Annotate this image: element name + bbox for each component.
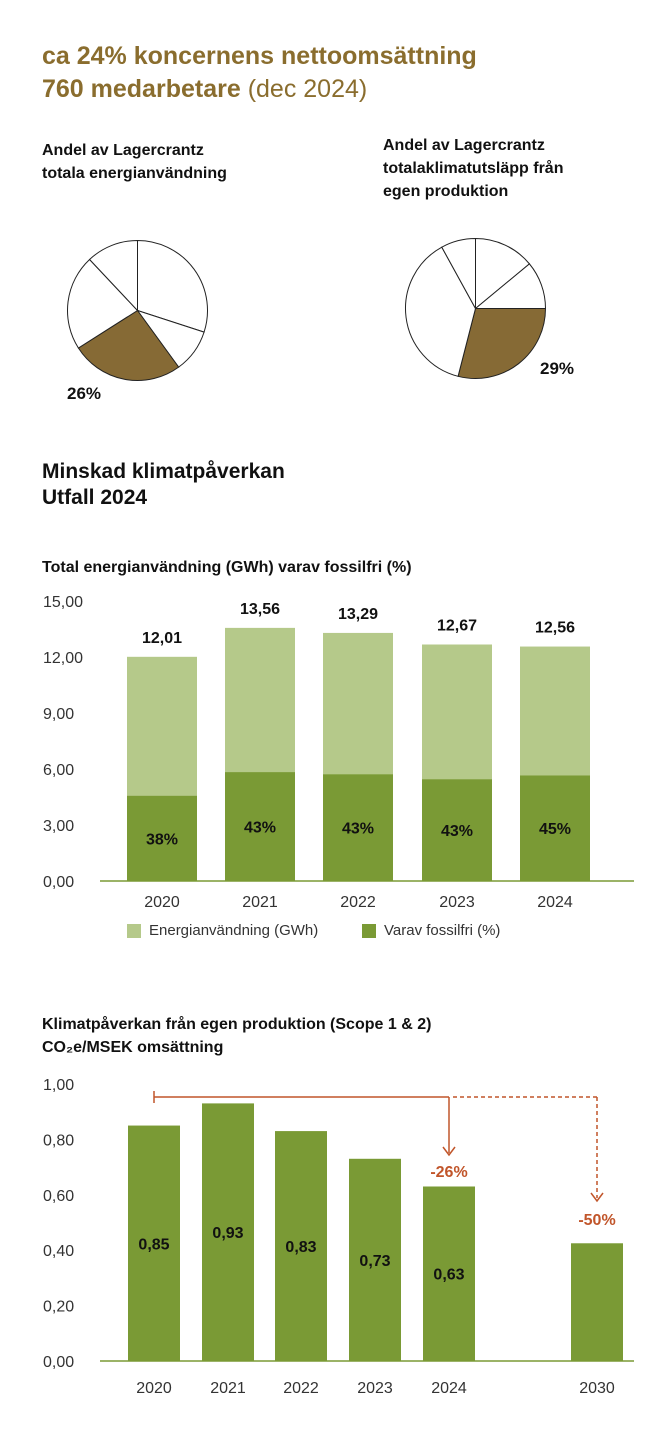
- pie-emissions-percent: 29%: [540, 359, 575, 378]
- x-tick-label: 2020: [144, 894, 180, 911]
- y-tick-label: 15,00: [43, 594, 83, 611]
- legend-fossil-free: Varav fossilfri (%): [362, 922, 500, 939]
- legend-energy: Energianvändning (GWh): [127, 922, 318, 939]
- bar-fossil-free: [225, 772, 295, 881]
- arrow-head-2024: [442, 1146, 456, 1157]
- pie-emissions-slice-3: [405, 246, 477, 377]
- pie-energy-slice-2: [77, 309, 180, 381]
- bar-total-label: 13,56: [240, 601, 280, 618]
- legend-swatch-dark: [362, 923, 376, 938]
- pie-emissions-title-line1: Andel av Lagercrantz: [383, 137, 545, 154]
- bar-fossil-free: [422, 779, 492, 881]
- x-tick-label: 2024: [431, 1380, 467, 1397]
- y-tick-label: 1,00: [43, 1077, 74, 1094]
- employees-count: 760 medarbetare: [42, 75, 241, 103]
- x-tick-label: 2021: [210, 1380, 246, 1397]
- section-title-line1: Minskad klimatpåverkan: [42, 460, 285, 483]
- pie-emissions-title-line3: egen produktion: [383, 183, 509, 200]
- bar-emissions: [128, 1125, 180, 1361]
- pie-energy-title-line2: totala energianvändning: [42, 165, 227, 182]
- employees-date: (dec 2024): [247, 75, 368, 103]
- pie-energy-title: Andel av Lagercrantz totala energianvänd…: [42, 139, 227, 185]
- pie-energy-slice-3: [67, 258, 139, 349]
- bar-percent-label: 43%: [244, 820, 276, 837]
- pie-energy-slice-0: [137, 239, 208, 333]
- section-title: Minskad klimatpåverkan Utfall 2024: [42, 459, 285, 511]
- pie-emissions-title-line2: totalaklimatutsläpp från: [383, 160, 564, 177]
- y-tick-label: 0,40: [43, 1243, 74, 1260]
- emissions-chart-title: Klimatpåverkan från egen produktion (Sco…: [42, 1013, 431, 1059]
- emissions-bar-chart: 0,00 0,20 0,40 0,60 0,80 1,00 0,85 2020 0,93 2021…: [43, 1077, 634, 1397]
- pie-energy-percent: 26%: [67, 384, 102, 403]
- bar-fossil-free: [323, 774, 393, 881]
- y-tick-label: 6,00: [43, 762, 74, 779]
- pie-emissions-slice-0: [475, 237, 531, 310]
- bar-total-label: 13,29: [338, 606, 378, 623]
- bar-value-label: 0,93: [212, 1225, 243, 1242]
- headline: ca 24% koncernens nettoomsättning 760 me…: [42, 40, 477, 106]
- bar-fossil-free: [520, 775, 590, 881]
- pie-emissions-slice-2: [457, 308, 547, 379]
- bar-value-label: 0,85: [138, 1236, 169, 1253]
- y-tick-label: 0,60: [43, 1188, 74, 1205]
- bar-value-label: 0,73: [359, 1253, 390, 1270]
- bar-value-label: 0,83: [285, 1239, 316, 1256]
- y-tick-label: 0,00: [43, 874, 74, 891]
- x-tick-label: 2022: [340, 894, 376, 911]
- x-tick-label: 2021: [242, 894, 278, 911]
- emissions-chart-title-line1: Klimatpåverkan från egen produktion (Sco…: [42, 1016, 432, 1033]
- pie-emissions-slice-4: [441, 237, 476, 309]
- x-tick-label: 2020: [136, 1380, 172, 1397]
- bar-value-label: 0,63: [433, 1267, 464, 1284]
- bar-emissions: [202, 1103, 254, 1361]
- bar-emissions: [571, 1243, 623, 1361]
- annotation-2024-reduction: -26%: [430, 1164, 467, 1181]
- bar-percent-label: 45%: [539, 821, 571, 838]
- arrow-head-2030: [590, 1192, 604, 1203]
- bar-percent-label: 38%: [146, 831, 178, 848]
- y-tick-label: 3,00: [43, 818, 74, 835]
- headline-revenue-share: ca 24% koncernens nettoomsättning: [42, 42, 477, 70]
- energy-chart-title: Total energianvändning (GWh) varav fossi…: [42, 559, 412, 576]
- y-tick-label: 12,00: [43, 650, 83, 667]
- pie-energy-chart: [67, 239, 208, 381]
- x-tick-label: 2023: [357, 1380, 393, 1397]
- energy-bar-chart: 0,00 3,00 6,00 9,00 12,00 15,00 12,01 38% 2020 13…: [43, 594, 634, 911]
- annotation-2030-target: -50%: [578, 1212, 615, 1229]
- legend-label-energy: Energianvändning (GWh): [149, 922, 319, 939]
- y-tick-label: 0,00: [43, 1354, 74, 1371]
- bar-percent-label: 43%: [342, 821, 374, 838]
- pie-energy-slice-4: [88, 239, 138, 312]
- bar-emissions: [423, 1186, 475, 1361]
- legend-label-fossil-free: Varav fossilfri (%): [384, 922, 501, 939]
- bar-emissions: [349, 1158, 401, 1361]
- headline-employees: 760 medarbetare (dec 2024): [42, 73, 477, 106]
- pie-energy-title-line1: Andel av Lagercrantz: [42, 142, 204, 159]
- pie-emissions-chart: [405, 237, 547, 379]
- legend-swatch-light: [127, 923, 141, 938]
- bar-total-label: 12,56: [535, 620, 575, 637]
- x-tick-label: 2024: [537, 894, 573, 911]
- bar-percent-label: 43%: [441, 823, 473, 840]
- bar-emissions: [275, 1131, 327, 1361]
- x-tick-label: 2023: [439, 894, 475, 911]
- x-tick-label: 2030: [579, 1380, 615, 1397]
- y-tick-label: 9,00: [43, 706, 74, 723]
- x-tick-label: 2022: [283, 1380, 319, 1397]
- emissions-chart-title-line2: CO₂e/MSEK omsättning: [42, 1039, 224, 1056]
- bar-total-label: 12,01: [142, 630, 182, 647]
- section-title-line2: Utfall 2024: [42, 486, 148, 509]
- y-tick-label: 0,80: [43, 1132, 74, 1149]
- bar-total-label: 12,67: [437, 617, 477, 634]
- bar-fossil-free: [127, 795, 197, 881]
- y-tick-label: 0,20: [43, 1299, 74, 1316]
- pie-emissions-title: Andel av Lagercrantz totalaklimatutsläpp…: [383, 134, 563, 203]
